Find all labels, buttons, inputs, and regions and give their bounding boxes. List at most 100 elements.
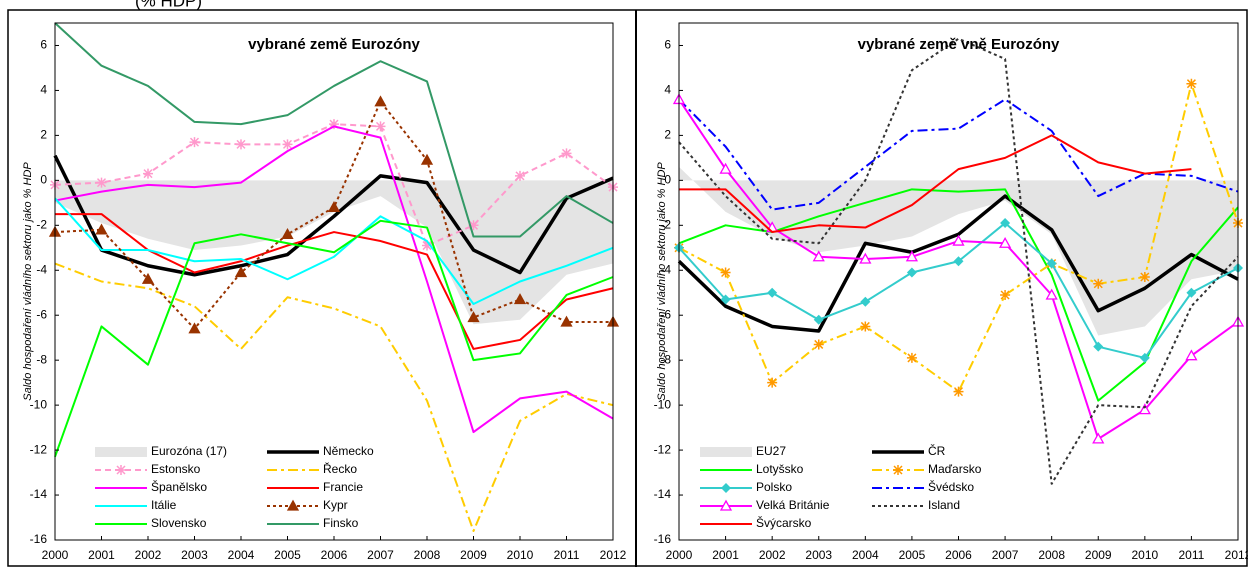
y-tick-label: 6: [664, 38, 671, 52]
legend-label: ČR: [928, 443, 946, 458]
legend-label: Německo: [323, 444, 374, 458]
marker: [1093, 341, 1104, 352]
marker: [812, 250, 825, 262]
marker: [998, 236, 1012, 248]
marker: [860, 296, 871, 307]
x-tick-label: 2000: [666, 548, 693, 562]
x-tick-label: 2005: [899, 548, 926, 562]
x-tick-label: 2002: [135, 548, 162, 562]
legend-label: Řecko: [323, 461, 357, 476]
marker: [813, 314, 824, 325]
marker: [1186, 287, 1197, 298]
marker: [860, 321, 871, 332]
marker: [720, 294, 731, 305]
marker: [281, 227, 294, 239]
legend-label: Polsko: [756, 480, 792, 494]
marker: [116, 465, 126, 475]
legend-label: Švédsko: [928, 479, 974, 494]
y-tick-label: -6: [36, 307, 47, 321]
x-tick-label: 2008: [1038, 548, 1065, 562]
marker: [859, 252, 872, 264]
line: [54, 262, 614, 533]
line: [678, 37, 1239, 485]
x-tick-label: 2003: [181, 548, 208, 562]
y-tick-label: 0: [664, 173, 671, 187]
legend-label: Lotyšsko: [756, 462, 804, 476]
marker: [953, 256, 964, 267]
x-tick-label: 2002: [759, 548, 786, 562]
x-tick-label: 2009: [460, 548, 487, 562]
x-tick-label: 2006: [945, 548, 972, 562]
line: [53, 154, 614, 277]
marker: [719, 499, 733, 511]
line: [54, 125, 614, 434]
marker: [236, 139, 246, 150]
y-tick-label: -10: [654, 397, 672, 411]
x-tick-label: 2012: [600, 548, 627, 562]
marker: [1139, 352, 1150, 363]
y-tick-label: -12: [30, 442, 48, 456]
marker: [952, 234, 965, 246]
marker: [374, 95, 387, 107]
marker: [1045, 288, 1058, 300]
marker: [1185, 349, 1198, 361]
y-tick-label: -14: [30, 487, 48, 501]
marker: [906, 267, 917, 278]
y-tick-label: 2: [664, 128, 671, 142]
marker: [813, 339, 824, 350]
marker: [143, 168, 153, 179]
marker: [467, 311, 480, 323]
marker: [189, 137, 200, 148]
legend-label: Estonsko: [151, 462, 201, 476]
marker: [1092, 432, 1105, 444]
y-tick-label: -6: [660, 307, 671, 321]
line: [677, 194, 1239, 333]
marker: [1139, 272, 1150, 283]
marker: [141, 272, 155, 284]
marker: [1046, 258, 1057, 269]
y-axis-label: Saldo hospodaření vládního sektoru jako …: [656, 162, 668, 401]
legend-label: Itálie: [151, 498, 177, 512]
x-tick-label: 2004: [228, 548, 255, 562]
marker: [513, 293, 527, 305]
marker: [375, 121, 386, 132]
y-tick-label: 0: [40, 173, 47, 187]
legend-label: Finsko: [323, 516, 359, 530]
line: [54, 197, 614, 305]
legend-swatch: [700, 447, 752, 457]
legend-label: Eurozóna (17): [151, 444, 227, 458]
legend-label: Francie: [323, 480, 363, 494]
marker: [329, 119, 339, 130]
y-axis-label: Saldo hospodaření vládního sektoru jako …: [22, 162, 34, 401]
marker: [560, 315, 573, 327]
marker: [767, 287, 778, 298]
y-tick-label: -8: [36, 352, 47, 366]
line: [679, 134, 1192, 234]
marker: [420, 153, 434, 165]
x-tick-label: 2012: [1225, 548, 1248, 562]
marker: [953, 386, 964, 397]
x-tick-label: 2005: [274, 548, 301, 562]
marker: [1000, 289, 1011, 300]
y-tick-label: -16: [30, 532, 48, 546]
legend-label: Velká Británie: [756, 498, 830, 512]
y-tick-label: -4: [36, 262, 47, 276]
marker: [905, 250, 919, 262]
marker: [721, 483, 731, 493]
marker: [422, 240, 432, 251]
x-tick-label: 2010: [1131, 548, 1158, 562]
y-tick-label: -16: [654, 532, 672, 546]
legend-label: Slovensko: [151, 516, 207, 530]
x-tick-label: 2000: [42, 548, 69, 562]
marker: [893, 465, 903, 475]
marker: [327, 200, 341, 212]
y-tick-label: -8: [660, 352, 671, 366]
marker: [96, 177, 107, 188]
legend-label: Maďarsko: [928, 462, 982, 476]
marker: [1000, 218, 1011, 229]
legend-label: Španělsko: [151, 479, 207, 494]
marker: [1093, 278, 1104, 289]
marker: [719, 162, 732, 174]
